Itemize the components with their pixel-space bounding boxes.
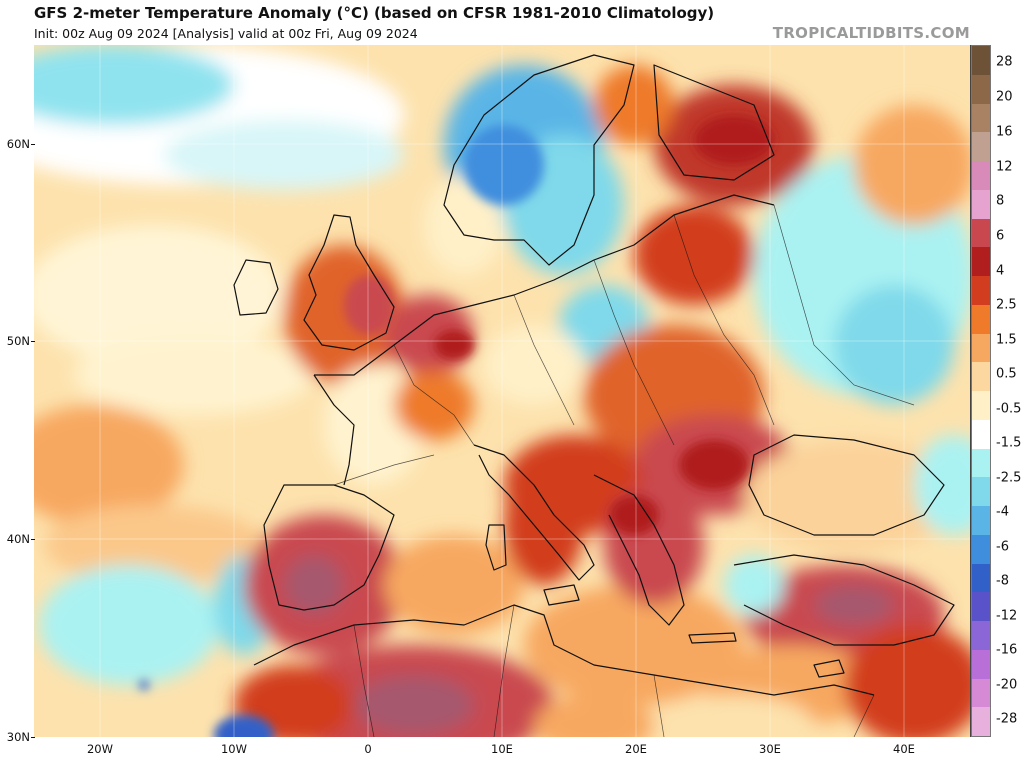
legend-label: -12 (996, 608, 1018, 624)
legend-swatch (972, 304, 990, 334)
legend-swatch (972, 218, 990, 248)
legend-label: 20 (996, 89, 1013, 105)
lat-label-50n: 50N (0, 334, 35, 348)
legend-swatch (972, 621, 990, 650)
legend-swatch (972, 419, 990, 449)
legend-swatch (972, 189, 990, 219)
legend-swatch (972, 161, 990, 190)
legend-swatch (972, 592, 990, 621)
legend-label: -20 (996, 677, 1018, 693)
legend-swatch (972, 477, 990, 506)
legend-swatch (972, 678, 990, 708)
site-watermark: TROPICALTIDBITS.COM (772, 24, 970, 42)
legend-swatch (972, 448, 990, 478)
legend-label: -8 (996, 573, 1009, 589)
legend-label: 0.5 (996, 366, 1017, 382)
lon-label-10e: 10E (491, 742, 513, 756)
legend-label: 4 (996, 263, 1005, 279)
legend-label: -2.5 (996, 470, 1022, 486)
legend-swatch (972, 74, 990, 104)
legend-label: -0.5 (996, 401, 1022, 417)
graticule (34, 45, 970, 737)
lat-label-40n: 40N (0, 532, 35, 546)
lon-label-10w: 10W (220, 742, 248, 756)
map-subtitle: Init: 00z Aug 09 2024 [Analysis] valid a… (34, 26, 418, 41)
legend-swatch (972, 391, 990, 420)
legend-label: -28 (996, 711, 1018, 727)
legend-label: -4 (996, 504, 1009, 520)
legend-label: 12 (996, 159, 1013, 175)
legend-swatch (972, 333, 990, 363)
legend-label: 28 (996, 54, 1013, 70)
legend-label: 16 (996, 124, 1013, 140)
temperature-anomaly-map (34, 45, 971, 737)
legend-label: 8 (996, 193, 1005, 209)
lon-label-30e: 30E (759, 742, 781, 756)
legend-swatch (972, 247, 990, 276)
borders (333, 204, 915, 737)
legend-label: 1.5 (996, 332, 1017, 348)
lon-label-20w: 20W (86, 742, 114, 756)
legend-label: -16 (996, 642, 1018, 658)
legend-label: -1.5 (996, 435, 1022, 451)
legend-label: 6 (996, 228, 1005, 244)
legend-swatch (972, 707, 990, 736)
legend-swatch (972, 362, 990, 391)
coastlines (233, 54, 955, 696)
lon-label-0: 0 (364, 742, 372, 756)
map-title: GFS 2-meter Temperature Anomaly (°C) (ba… (34, 4, 715, 22)
legend-label: 2.5 (996, 297, 1017, 313)
legend-swatch (972, 506, 990, 535)
color-scale-bar (971, 45, 991, 737)
legend-swatch (972, 276, 990, 305)
lon-label-20e: 20E (625, 742, 647, 756)
legend-swatch (972, 46, 990, 75)
legend-swatch (972, 649, 990, 679)
anomaly-details (139, 115, 774, 737)
lat-label-30n: 30N (0, 730, 35, 744)
legend-swatch (972, 132, 990, 161)
legend-swatch (972, 103, 990, 133)
lat-label-60n: 60N (0, 137, 35, 151)
lon-label-40e: 40E (893, 742, 915, 756)
legend-swatch (972, 563, 990, 593)
legend-swatch (972, 534, 990, 564)
legend-label: -6 (996, 539, 1009, 555)
anomaly-field (34, 45, 970, 737)
